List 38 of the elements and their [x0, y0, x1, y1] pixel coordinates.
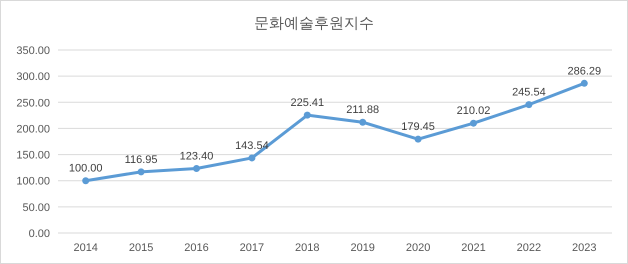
x-tick-label: 2015: [128, 242, 154, 254]
y-tick-label: 150.00: [16, 150, 50, 162]
point: [580, 80, 588, 87]
x-tick-label: 2023: [572, 242, 597, 254]
y-tick-label: 200.00: [16, 123, 50, 136]
y-tick-label: 300.00: [16, 71, 50, 84]
y-tick-label: 350.00: [16, 45, 50, 57]
data-label: 210.02: [456, 105, 490, 118]
x-tick-label: 2014: [73, 242, 98, 254]
point: [82, 177, 90, 184]
point: [248, 154, 256, 162]
point: [525, 101, 532, 108]
point: [359, 118, 366, 126]
data-label: 123.40: [180, 150, 214, 162]
point: [470, 120, 477, 127]
data-label: 245.54: [512, 86, 546, 99]
x-tick-label: 2016: [184, 242, 209, 254]
x-tick-label: 2022: [516, 242, 542, 254]
x-tick-label: 2020: [406, 242, 430, 254]
x-tick-label: 2021: [461, 242, 486, 254]
data-label: 100.00: [68, 162, 103, 175]
data-label: 211.88: [346, 104, 380, 116]
y-tick-label: 50.00: [22, 202, 50, 214]
x-tick-label: 2019: [350, 242, 375, 254]
y-tick-label: 100.00: [16, 176, 50, 188]
chart-title: 문화예술후원지수: [254, 15, 374, 32]
data-label: 286.29: [567, 65, 602, 78]
x-tick-label: 2017: [240, 242, 264, 254]
y-tick-label: 250.00: [16, 97, 50, 110]
point: [138, 168, 145, 176]
point: [193, 164, 200, 172]
x-tick-label: 2018: [295, 242, 320, 254]
point: [304, 112, 311, 119]
data-label: 179.45: [401, 121, 435, 134]
y-tick-label: 0.00: [28, 228, 50, 240]
data-label: 225.41: [290, 97, 324, 110]
data-label: 116.95: [124, 154, 158, 166]
point: [414, 136, 422, 143]
